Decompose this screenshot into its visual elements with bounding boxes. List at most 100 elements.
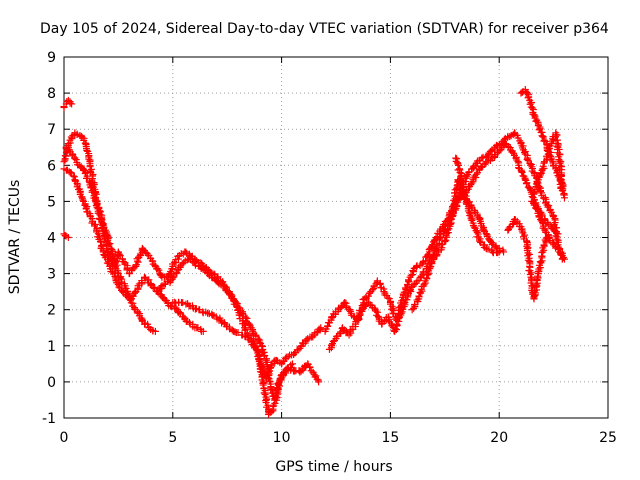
data-point [545,202,553,210]
data-point [97,238,105,246]
data-point [443,230,451,238]
data-point [101,226,109,234]
data-point [358,306,366,314]
data-point [388,305,396,313]
data-point [441,237,449,245]
data-point [302,336,310,344]
y-tick-label: -1 [42,411,56,427]
data-point [468,179,476,187]
data-point [400,300,408,308]
data-point [67,133,75,141]
data-point [537,187,545,195]
data-point [478,154,486,162]
data-point [420,280,428,288]
data-point [514,157,522,165]
data-point [542,198,550,206]
x-tick-label: 5 [168,430,177,446]
y-tick-label: 5 [47,194,56,210]
data-point [105,241,113,249]
data-point [267,385,275,393]
y-tick-label: 8 [47,86,56,102]
data-point [381,291,389,299]
data-point [98,219,106,227]
data-point [450,196,458,204]
data-point [341,298,349,306]
data-point [410,268,418,276]
x-tick-label: 15 [381,430,399,446]
data-point [60,158,68,166]
data-point [397,309,405,317]
data-point [253,347,261,355]
data-point [242,325,250,333]
data-point [288,360,296,368]
data-point [123,289,131,297]
data-point [133,255,141,263]
data-point [155,266,163,274]
data-point [92,198,100,206]
data-point [315,378,323,386]
y-axis-label: SDTVAR / TECUs [7,180,23,295]
data-point [68,100,76,108]
data-point [78,193,86,201]
data-point [243,314,251,322]
data-point [423,274,431,282]
data-point [66,99,74,107]
data-point [148,257,156,265]
data-point [415,292,423,300]
x-tick-label: 0 [60,430,69,446]
data-point [324,322,332,330]
data-point [199,327,207,335]
data-point [220,319,228,327]
data-point [327,341,335,349]
data-point [306,363,314,371]
data-point [410,304,418,312]
data-point [337,328,345,336]
data-point [284,353,292,361]
data-point [234,328,242,336]
data-point [244,334,252,342]
data-point [132,262,140,270]
x-tick-label: 20 [490,430,508,446]
y-tick-label: 1 [47,339,56,355]
data-point [407,271,415,279]
data-point [524,157,532,165]
y-tick-label: 9 [47,50,56,66]
data-point [61,152,69,160]
data-point [64,234,72,241]
data-point [97,208,105,216]
data-point [168,303,176,311]
data-points [60,85,568,418]
y-tick-label: 2 [47,303,56,319]
data-point [256,338,264,346]
data-point [518,168,526,176]
data-point [91,221,99,229]
data-point [417,272,425,280]
data-point [256,368,264,376]
data-point [554,230,562,238]
data-point [242,313,250,321]
data-point [167,302,175,310]
data-point [491,152,499,160]
data-point [69,172,77,180]
data-point [506,133,514,141]
data-point [317,324,325,332]
data-point [79,196,87,204]
x-tick-label: 25 [599,430,617,446]
chart-title: Day 105 of 2024, Sidereal Day-to-day VTE… [40,21,609,37]
data-point [444,226,452,234]
data-point [97,245,105,253]
data-point [106,240,114,248]
data-point [116,274,124,282]
y-tick-label: 3 [47,267,56,283]
data-point [380,288,388,296]
y-tick-label: 7 [47,122,56,138]
x-axis-label: GPS time / hours [275,459,392,475]
data-point [115,250,123,258]
data-point [151,327,159,335]
y-tick-label: 0 [47,375,56,391]
data-point [71,154,79,162]
data-point [522,180,530,188]
data-point [376,281,384,289]
data-point [536,258,544,266]
